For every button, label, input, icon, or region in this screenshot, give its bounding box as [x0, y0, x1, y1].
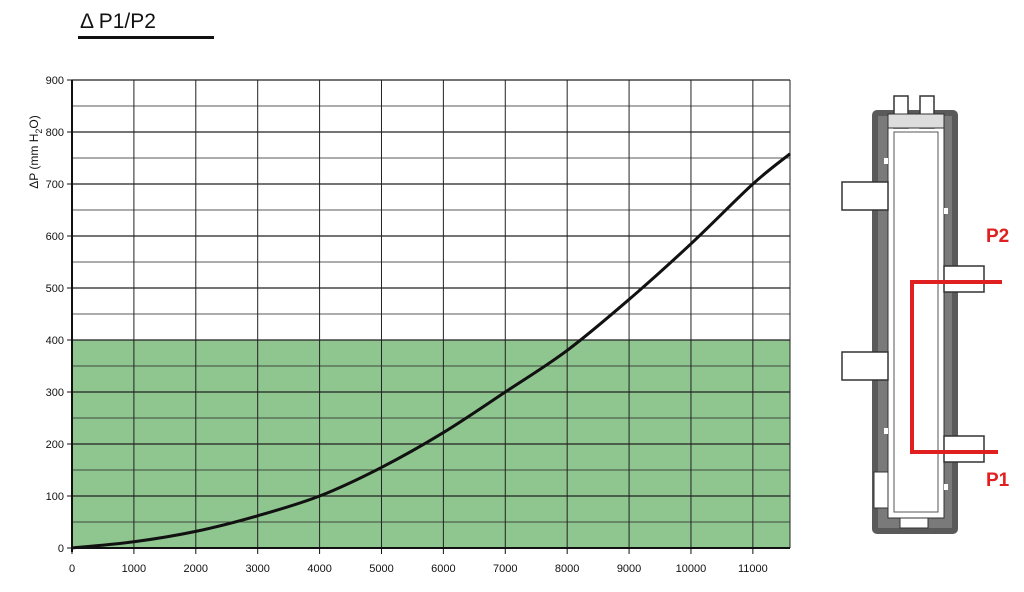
y-axis-label-part1: ΔP (mm H — [27, 134, 41, 189]
axes — [71, 80, 790, 552]
y-tick-label: 400 — [46, 335, 64, 347]
bottom-plug — [899, 517, 929, 529]
y-tick-label: 500 — [46, 283, 64, 295]
x-tick-label: 4000 — [307, 563, 331, 575]
mark — [944, 208, 948, 214]
x-tick-label: 3000 — [245, 563, 269, 575]
x-tick-label: 2000 — [184, 563, 208, 575]
top-cap — [887, 113, 945, 129]
title-underline — [78, 36, 214, 39]
x-tick-labels: 0 1000 2000 3000 4000 5000 6000 7000 8000 9000 100… — [69, 548, 768, 575]
right-connection-lower — [943, 435, 985, 463]
series-line — [71, 152, 791, 550]
x-tick-label: 7000 — [493, 563, 517, 575]
x-tick-label: 1000 — [122, 563, 146, 575]
p2-label: P2 — [986, 226, 1009, 247]
y-axis-label-subscript: 2 — [34, 129, 44, 134]
p1-label: P1 — [986, 470, 1010, 491]
bottom-drain-window — [873, 471, 889, 509]
y-tick-label: 200 — [46, 439, 64, 451]
x-tick-label: 6000 — [431, 563, 455, 575]
series-lines — [71, 152, 791, 550]
y-tick-labels: 0 100 200 300 400 500 600 700 800 900 — [46, 75, 72, 555]
y-axis-label: ΔP (mm H2O) — [27, 115, 44, 188]
right-connection-upper — [943, 265, 985, 293]
chart-title: Δ P1/P2 — [80, 10, 156, 33]
x-tick-label: 11000 — [738, 563, 768, 575]
left-connection-upper — [841, 181, 889, 211]
x-tick-label: 5000 — [369, 563, 393, 575]
y-tick-label: 300 — [46, 387, 64, 399]
mark — [944, 484, 948, 490]
y-tick-label: 900 — [46, 75, 64, 87]
hydraulic-separator-diagram: P2 P1 — [841, 95, 1010, 534]
y-axis-label-part2: O) — [27, 115, 41, 128]
separator-tube — [893, 131, 939, 513]
pressure-measurement-line — [910, 280, 1002, 454]
separator-chamber — [887, 127, 945, 519]
y-tick-label: 700 — [46, 179, 64, 191]
y-tick-label: 600 — [46, 231, 64, 243]
y-tick-label: 800 — [46, 127, 64, 139]
left-connection-lower — [841, 351, 889, 381]
x-tick-label: 0 — [69, 563, 75, 575]
x-tick-label: 9000 — [617, 563, 641, 575]
mark — [884, 158, 888, 164]
x-tick-label: 10000 — [676, 563, 707, 575]
y-tick-label: 0 — [58, 543, 64, 555]
x-tick-label: 8000 — [555, 563, 579, 575]
y-tick-label: 100 — [46, 491, 64, 503]
mark — [884, 428, 888, 434]
